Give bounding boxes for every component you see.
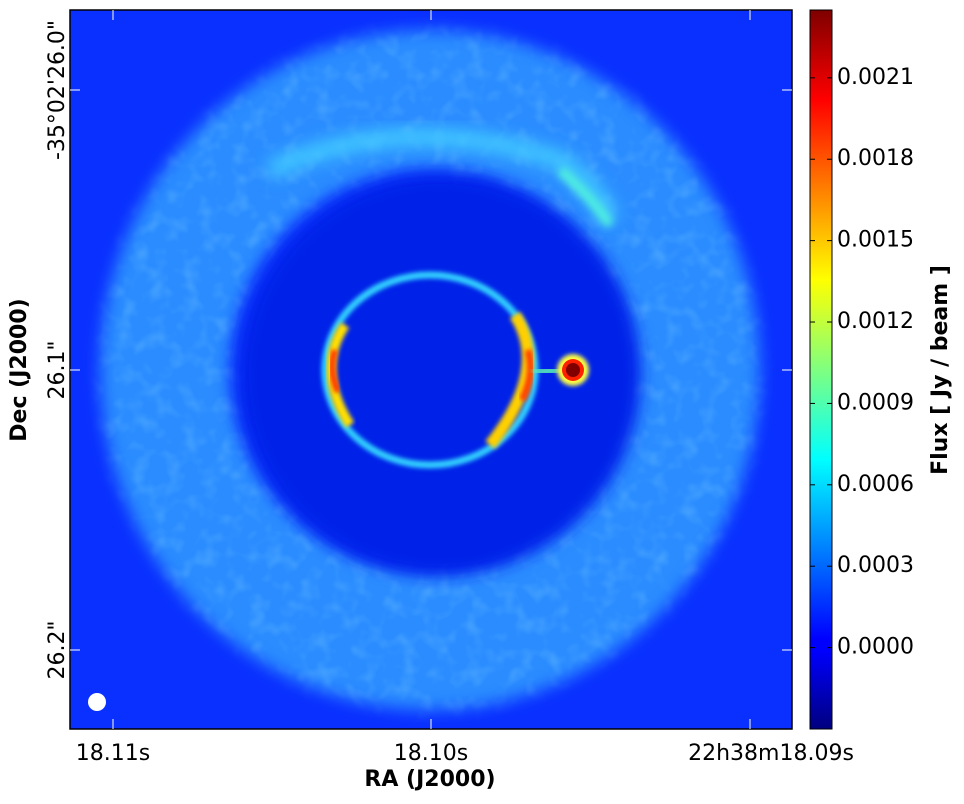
colorbar-label: Flux [ Jy / beam ] (928, 265, 953, 475)
x-tick-label: 22h38m18.09s (688, 741, 854, 766)
sky-image (70, 10, 792, 729)
y-tick-label: -35°02'26.0" (45, 20, 70, 160)
colorbar-tick-label: 0.0000 (837, 635, 914, 660)
y-axis-label: Dec (J2000) (7, 298, 32, 441)
beam (88, 693, 106, 711)
x-axis-label: RA (J2000) (364, 767, 495, 792)
axis-ticks (70, 10, 792, 729)
colorbar-tick-label: 0.0012 (837, 309, 914, 334)
y-tick-label: 26.1" (45, 340, 70, 399)
colorbar-tick-label: 0.0015 (837, 228, 914, 253)
colorbar (809, 9, 833, 730)
colorbar-tick-label: 0.0018 (837, 146, 914, 171)
colorbar-tick-label: 0.0009 (837, 390, 914, 415)
colorbar-tick-label: 0.0006 (837, 472, 914, 497)
colorbar-tick-label: 0.0003 (837, 553, 914, 578)
colorbar-tick-label: 0.0021 (837, 65, 914, 90)
x-tick-label: 18.10s (394, 741, 468, 766)
x-tick-label: 18.11s (76, 741, 150, 766)
y-tick-label: 26.2" (45, 620, 70, 679)
